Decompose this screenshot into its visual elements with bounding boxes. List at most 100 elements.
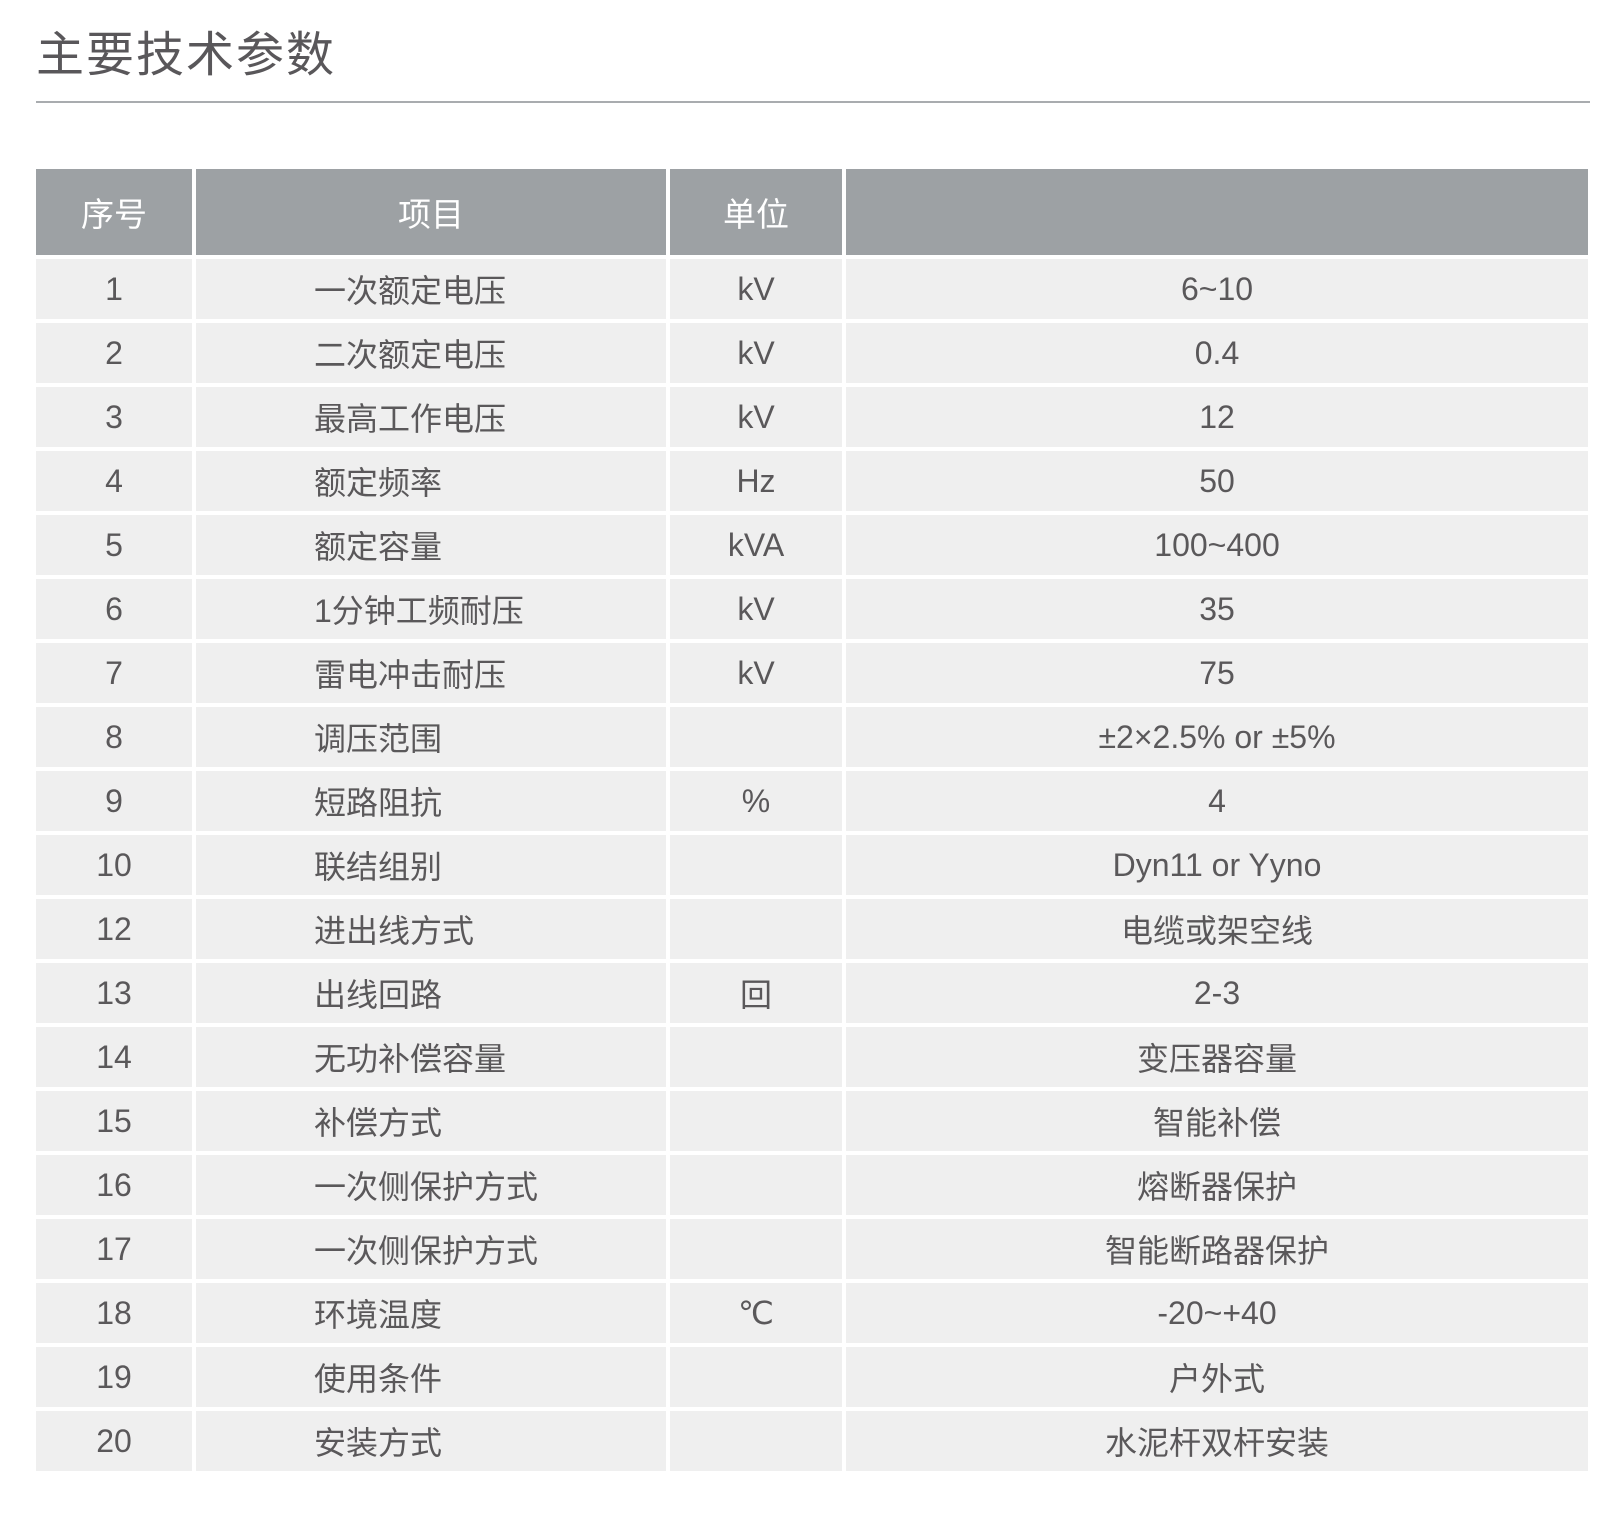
unit-cell: kV (670, 259, 842, 319)
row-number-cell: 18 (36, 1283, 192, 1343)
table-row: 19 使用条件 户外式 (36, 1347, 1588, 1407)
row-number-cell: 16 (36, 1155, 192, 1215)
table-row: 13 出线回路 回 2-3 (36, 963, 1588, 1023)
item-cell: 调压范围 (196, 707, 666, 767)
unit-cell: kV (670, 323, 842, 383)
unit-cell (670, 835, 842, 895)
item-cell: 出线回路 (196, 963, 666, 1023)
value-cell: 电缆或架空线 (846, 899, 1588, 959)
row-number-cell: 4 (36, 451, 192, 511)
unit-cell: kV (670, 579, 842, 639)
row-number-cell: 12 (36, 899, 192, 959)
item-cell: 无功补偿容量 (196, 1027, 666, 1087)
table-row: 17 一次侧保护方式 智能断路器保护 (36, 1219, 1588, 1279)
item-cell: 使用条件 (196, 1347, 666, 1407)
table-row: 20 安装方式 水泥杆双杆安装 (36, 1411, 1588, 1471)
row-number-cell: 5 (36, 515, 192, 575)
unit-cell (670, 707, 842, 767)
header-no-cell: 序号 (36, 169, 192, 255)
item-cell: 一次额定电压 (196, 259, 666, 319)
value-cell: 户外式 (846, 1347, 1588, 1407)
unit-cell (670, 899, 842, 959)
item-cell: 一次侧保护方式 (196, 1219, 666, 1279)
row-number-cell: 9 (36, 771, 192, 831)
value-cell: 2-3 (846, 963, 1588, 1023)
item-cell: 安装方式 (196, 1411, 666, 1471)
item-cell: 二次额定电压 (196, 323, 666, 383)
item-cell: 雷电冲击耐压 (196, 643, 666, 703)
table-header: 序号 项目 单位 (36, 169, 1588, 255)
unit-cell (670, 1219, 842, 1279)
row-number-cell: 3 (36, 387, 192, 447)
table-row: 14 无功补偿容量 变压器容量 (36, 1027, 1588, 1087)
unit-cell (670, 1027, 842, 1087)
row-number-cell: 17 (36, 1219, 192, 1279)
table-row: 8 调压范围 ±2×2.5% or ±5% (36, 707, 1588, 767)
unit-cell: ℃ (670, 1283, 842, 1343)
table-row: 7 雷电冲击耐压 kV 75 (36, 643, 1588, 703)
row-number-cell: 2 (36, 323, 192, 383)
value-cell: Dyn11 or Yyno (846, 835, 1588, 895)
unit-cell: kV (670, 387, 842, 447)
value-cell: -20~+40 (846, 1283, 1588, 1343)
item-cell: 最高工作电压 (196, 387, 666, 447)
row-number-cell: 7 (36, 643, 192, 703)
item-cell: 环境温度 (196, 1283, 666, 1343)
value-cell: ±2×2.5% or ±5% (846, 707, 1588, 767)
value-cell: 水泥杆双杆安装 (846, 1411, 1588, 1471)
unit-cell: Hz (670, 451, 842, 511)
row-number-cell: 6 (36, 579, 192, 639)
table-row: 9 短路阻抗 % 4 (36, 771, 1588, 831)
value-cell: 100~400 (846, 515, 1588, 575)
table-row: 18 环境温度 ℃ -20~+40 (36, 1283, 1588, 1343)
row-number-cell: 14 (36, 1027, 192, 1087)
unit-cell (670, 1091, 842, 1151)
table-body: 1 一次额定电压 kV 6~10 2 二次额定电压 kV 0.4 3 最高工作电… (36, 259, 1588, 1471)
table-row: 6 1分钟工频耐压 kV 35 (36, 579, 1588, 639)
row-number-cell: 19 (36, 1347, 192, 1407)
item-cell: 额定容量 (196, 515, 666, 575)
header-item-cell: 项目 (196, 169, 666, 255)
unit-cell (670, 1155, 842, 1215)
row-number-cell: 13 (36, 963, 192, 1023)
item-cell: 联结组别 (196, 835, 666, 895)
value-cell: 熔断器保护 (846, 1155, 1588, 1215)
table-row: 4 额定频率 Hz 50 (36, 451, 1588, 511)
unit-cell: kV (670, 643, 842, 703)
header-unit-cell: 单位 (670, 169, 842, 255)
value-cell: 12 (846, 387, 1588, 447)
value-cell: 4 (846, 771, 1588, 831)
item-cell: 进出线方式 (196, 899, 666, 959)
table-row: 3 最高工作电压 kV 12 (36, 387, 1588, 447)
table-row: 10 联结组别 Dyn11 or Yyno (36, 835, 1588, 895)
value-cell: 6~10 (846, 259, 1588, 319)
unit-cell: 回 (670, 963, 842, 1023)
value-cell: 智能补偿 (846, 1091, 1588, 1151)
technical-parameters-table: 序号 项目 单位 1 一次额定电压 kV 6~10 2 二次额定电压 kV 0.… (32, 165, 1592, 1475)
item-cell: 1分钟工频耐压 (196, 579, 666, 639)
table-row: 16 一次侧保护方式 熔断器保护 (36, 1155, 1588, 1215)
row-number-cell: 1 (36, 259, 192, 319)
unit-cell (670, 1411, 842, 1471)
item-cell: 补偿方式 (196, 1091, 666, 1151)
header-value-cell (846, 169, 1588, 255)
table-row: 5 额定容量 kVA 100~400 (36, 515, 1588, 575)
value-cell: 0.4 (846, 323, 1588, 383)
item-cell: 短路阻抗 (196, 771, 666, 831)
row-number-cell: 8 (36, 707, 192, 767)
unit-cell: % (670, 771, 842, 831)
unit-cell (670, 1347, 842, 1407)
row-number-cell: 20 (36, 1411, 192, 1471)
row-number-cell: 15 (36, 1091, 192, 1151)
item-cell: 额定频率 (196, 451, 666, 511)
table-header-row: 序号 项目 单位 (36, 169, 1588, 255)
table-row: 1 一次额定电压 kV 6~10 (36, 259, 1588, 319)
value-cell: 35 (846, 579, 1588, 639)
item-cell: 一次侧保护方式 (196, 1155, 666, 1215)
value-cell: 变压器容量 (846, 1027, 1588, 1087)
value-cell: 50 (846, 451, 1588, 511)
table-row: 12 进出线方式 电缆或架空线 (36, 899, 1588, 959)
title-divider (36, 101, 1590, 103)
value-cell: 75 (846, 643, 1588, 703)
value-cell: 智能断路器保护 (846, 1219, 1588, 1279)
